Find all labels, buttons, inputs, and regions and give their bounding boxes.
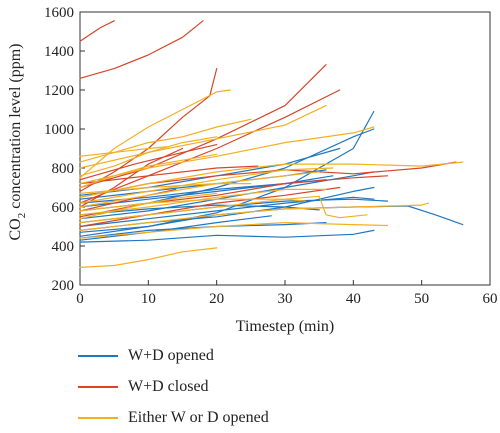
series-line bbox=[79, 161, 464, 198]
x-axis: 0 10 20 30 40 50 60 bbox=[76, 280, 498, 307]
x-axis-title: Timestep (min) bbox=[236, 318, 335, 335]
series-line bbox=[79, 247, 218, 268]
y-tick-label: 1200 bbox=[44, 83, 74, 99]
y-tick-label: 1000 bbox=[44, 122, 74, 138]
series-line bbox=[79, 165, 259, 185]
y-axis-title-main: CO bbox=[7, 218, 24, 240]
series-layer bbox=[79, 20, 464, 268]
series-line bbox=[79, 118, 252, 163]
series-line bbox=[79, 146, 170, 157]
legend-swatch bbox=[78, 416, 118, 419]
series-line bbox=[79, 136, 218, 177]
series-line bbox=[79, 153, 218, 189]
x-tick-label: 0 bbox=[76, 291, 84, 307]
series-line bbox=[79, 188, 327, 216]
y-tick-label: 800 bbox=[52, 161, 75, 177]
series-line bbox=[79, 104, 327, 169]
series-line bbox=[79, 20, 204, 79]
y-tick-label: 400 bbox=[52, 239, 75, 255]
series-line bbox=[79, 186, 341, 228]
y-tick-label: 200 bbox=[52, 278, 75, 294]
series-group bbox=[79, 89, 464, 268]
series-line bbox=[79, 110, 375, 237]
y-axis-title: CO2 concentration level (ppm) bbox=[7, 44, 28, 241]
legend-label: Either W or D opened bbox=[128, 408, 269, 426]
series-line bbox=[79, 126, 375, 185]
legend-label: W+D closed bbox=[128, 377, 209, 395]
series-line bbox=[79, 229, 375, 243]
series-line bbox=[79, 215, 272, 241]
series-line bbox=[79, 89, 341, 204]
series-line bbox=[79, 144, 218, 181]
series-line bbox=[79, 195, 368, 224]
plot-border bbox=[79, 11, 491, 286]
y-tick-label: 1600 bbox=[44, 5, 74, 21]
legend-swatch bbox=[78, 385, 118, 388]
series-line bbox=[79, 67, 218, 192]
legend-item: W+D opened bbox=[78, 340, 269, 371]
series-line bbox=[79, 202, 430, 231]
legend-swatch bbox=[78, 354, 118, 357]
x-tick-label: 50 bbox=[414, 291, 429, 307]
y-axis-title-rest: concentration level (ppm) bbox=[7, 44, 24, 213]
y-axis-title-subscript: 2 bbox=[16, 213, 28, 219]
x-tick-label: 60 bbox=[483, 291, 498, 307]
y-axis: 200 400 600 800 1000 1200 1400 1600 bbox=[44, 5, 85, 294]
series-line bbox=[79, 167, 334, 204]
series-line bbox=[79, 183, 252, 194]
legend: W+D opened W+D closed Either W or D opened bbox=[78, 340, 269, 433]
x-tick-label: 40 bbox=[346, 291, 361, 307]
x-tick-label: 20 bbox=[209, 291, 224, 307]
series-line bbox=[79, 198, 307, 212]
series-line bbox=[79, 204, 320, 216]
series-line bbox=[79, 20, 115, 42]
series-line bbox=[79, 222, 389, 239]
series-group bbox=[79, 20, 457, 228]
x-tick-label: 10 bbox=[141, 291, 156, 307]
y-tick-label: 600 bbox=[52, 200, 75, 216]
legend-label: W+D opened bbox=[128, 346, 214, 364]
series-line bbox=[79, 196, 375, 228]
y-tick-label: 1400 bbox=[44, 44, 74, 60]
legend-item: Either W or D opened bbox=[78, 402, 269, 433]
x-tick-label: 30 bbox=[278, 291, 293, 307]
plot-area bbox=[79, 11, 491, 286]
series-line bbox=[79, 192, 218, 220]
legend-item: W+D closed bbox=[78, 371, 269, 402]
